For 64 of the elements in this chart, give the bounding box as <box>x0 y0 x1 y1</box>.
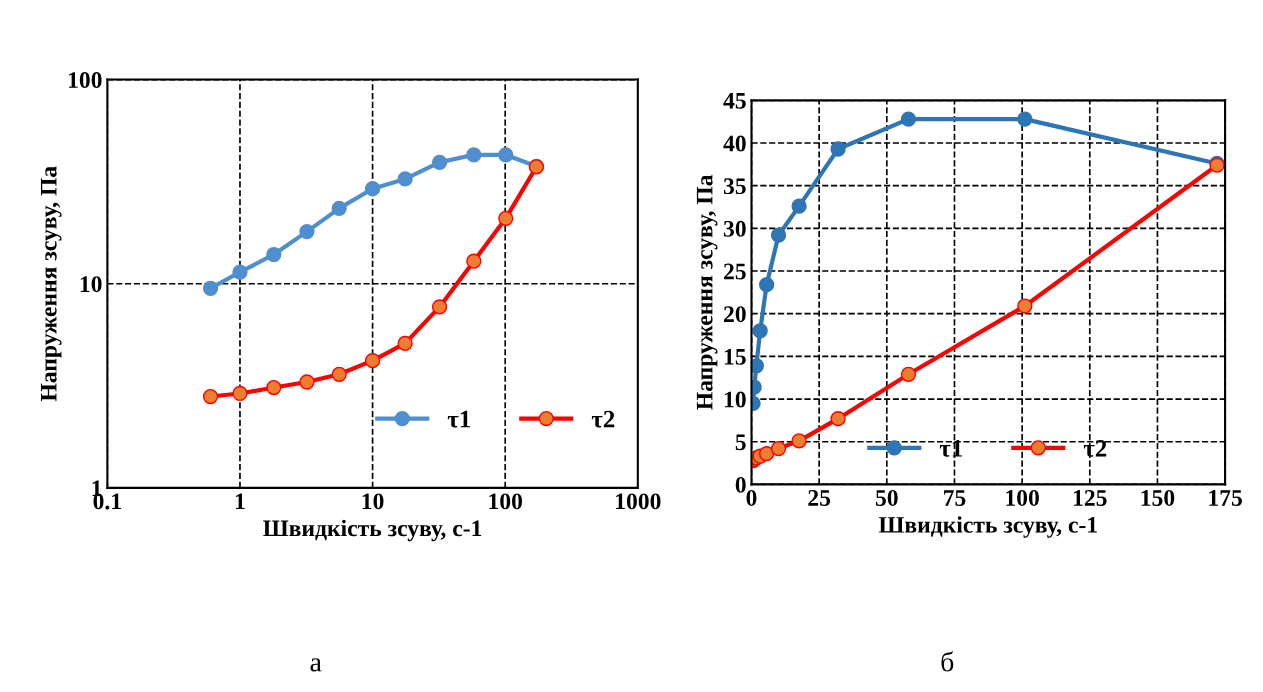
point <box>299 223 315 240</box>
x-tick-label: 125 <box>1073 490 1107 506</box>
point <box>1017 298 1033 314</box>
y-tick-label: 5 <box>735 434 746 451</box>
point <box>266 246 282 263</box>
x-tick-label: 1 <box>235 493 245 510</box>
point <box>830 411 846 427</box>
point <box>466 147 482 163</box>
point <box>791 198 807 214</box>
y-tick-label: 10 <box>80 276 102 293</box>
point <box>431 154 448 171</box>
point <box>770 227 787 243</box>
y-axis-title: Напруження зсуву, Па <box>696 174 718 410</box>
point <box>759 446 775 462</box>
point <box>397 171 413 187</box>
legend-label: τ2 <box>591 410 615 428</box>
x-tick-label: 1000 <box>616 493 661 510</box>
y-tick-label: 25 <box>724 263 746 280</box>
text: б <box>941 651 954 672</box>
legend-label: τ1 <box>447 410 470 428</box>
y-tick-label: 100 <box>68 72 102 88</box>
point <box>364 181 381 197</box>
point <box>1017 111 1033 127</box>
y-tick-label: 40 <box>723 135 746 152</box>
x-tick-label: 25 <box>808 490 831 506</box>
point <box>331 200 347 216</box>
point <box>364 352 381 369</box>
x-axis-title: Швидкість зсуву, с-1 <box>878 516 1097 538</box>
y-tick-label: 35 <box>723 178 746 195</box>
y-axis-title: Напруження зсуву, Па <box>40 166 62 402</box>
x-tick-label: 10 <box>362 493 384 510</box>
point <box>900 111 917 127</box>
point <box>466 253 482 269</box>
x-tick-label: 100 <box>489 493 523 510</box>
y-tick-label: 30 <box>723 220 746 237</box>
point <box>830 141 846 157</box>
x-tick-label: 175 <box>1209 490 1242 506</box>
x-tick-label: 50 <box>875 489 898 506</box>
point <box>900 366 917 382</box>
point <box>752 323 768 339</box>
point <box>331 366 347 382</box>
y-tick-label: 45 <box>723 92 746 109</box>
point <box>431 299 448 315</box>
point <box>498 147 514 163</box>
x-tick-label: 0 <box>746 489 757 506</box>
point <box>498 210 514 227</box>
point <box>266 379 282 396</box>
point <box>232 385 248 402</box>
x-axis-title: Швидкість зсуву, с-1 <box>263 519 482 542</box>
legend-label: τ1 <box>939 440 962 457</box>
point <box>299 374 315 390</box>
y-tick-label: 20 <box>724 306 746 323</box>
point <box>770 440 787 457</box>
x-tick-label: 75 <box>944 490 966 506</box>
point <box>759 277 775 293</box>
point <box>232 264 248 280</box>
x-tick-label: 150 <box>1141 489 1175 506</box>
y-tick-label: 10 <box>724 391 746 408</box>
y-tick-label: 15 <box>724 348 746 365</box>
point <box>791 433 807 449</box>
point <box>397 335 413 352</box>
text: а <box>310 658 322 672</box>
x-tick-label: 100 <box>1006 489 1039 506</box>
y-tick-label: 0 <box>735 476 746 493</box>
